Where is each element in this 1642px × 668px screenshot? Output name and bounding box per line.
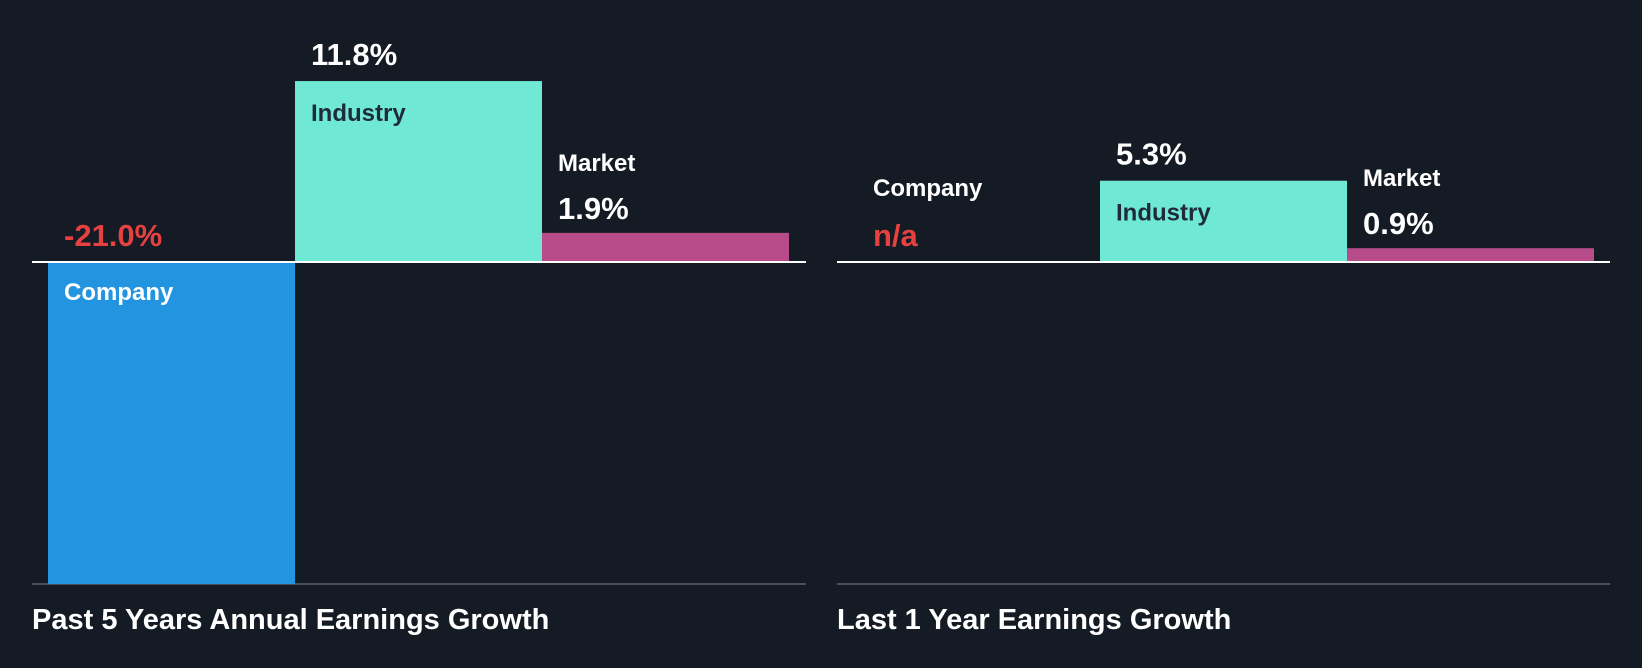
past-5-years-title: Past 5 Years Annual Earnings Growth	[32, 604, 550, 636]
p1y-industry-bar	[1100, 180, 1347, 262]
p1y-industry-label: Industry	[1116, 200, 1211, 227]
p1y-market-label: Market	[1363, 165, 1440, 192]
p5y-market-label: Market	[558, 150, 635, 177]
p5y-company-label: Company	[64, 279, 174, 306]
p1y-market-bar	[1347, 248, 1594, 262]
p1y-industry-value-label: 5.3%	[1116, 137, 1187, 172]
last-1-year-title: Last 1 Year Earnings Growth	[837, 604, 1232, 636]
p5y-market-bar	[542, 232, 789, 262]
p5y-industry-value-label: 11.8%	[311, 37, 397, 72]
p5y-company-bar	[48, 262, 295, 584]
p5y-company-value-label: -21.0%	[64, 218, 162, 253]
p5y-market-value-label: 1.9%	[558, 191, 629, 226]
p5y-industry-label: Industry	[311, 100, 406, 127]
p1y-market-value-label: 0.9%	[1363, 206, 1434, 241]
p5y-industry-bar	[295, 81, 542, 262]
p1y-company-label: Company	[873, 175, 983, 202]
p1y-company-value-label: n/a	[873, 218, 919, 253]
